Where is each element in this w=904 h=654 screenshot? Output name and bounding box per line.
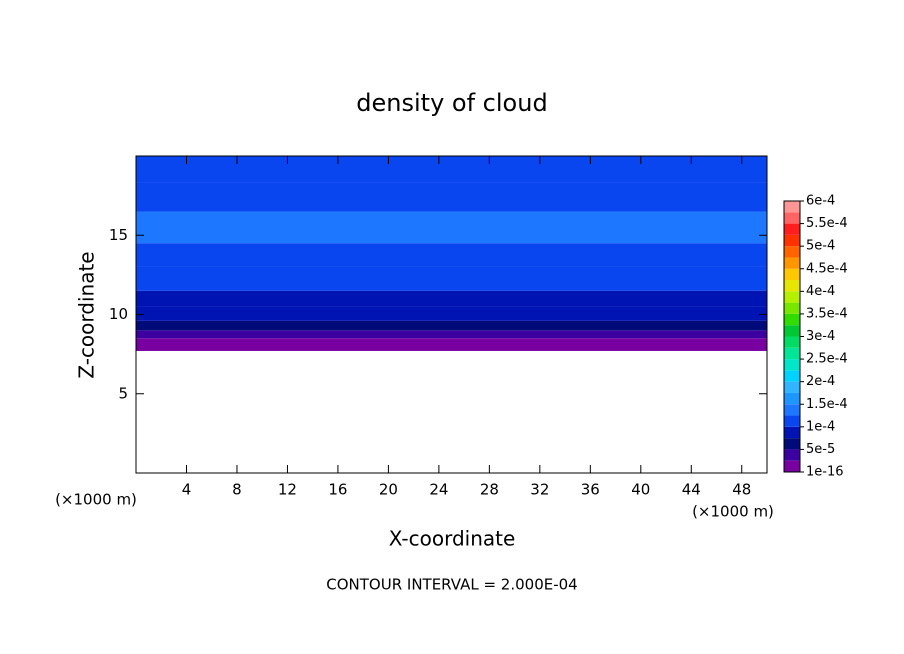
colorbar-swatch (784, 415, 800, 427)
contour-band (136, 243, 767, 267)
colorbar-swatch (784, 381, 800, 393)
contour-band (136, 306, 767, 321)
colorbar-swatch (784, 234, 800, 247)
colorbar-swatch (784, 392, 800, 405)
colorbar-swatch (784, 291, 800, 303)
contour-band (136, 266, 767, 291)
y-tick-label: 5 (118, 384, 128, 402)
colorbar-swatch (784, 268, 800, 281)
colorbar-label: 5.5e-4 (806, 216, 848, 231)
colorbar-swatch (784, 449, 800, 461)
colorbar-swatch (784, 438, 800, 450)
colorbar-label: 3.5e-4 (806, 306, 848, 321)
contour-band (136, 182, 767, 212)
colorbar-label: 1e-16 (806, 465, 844, 480)
colorbar-label: 1.5e-4 (806, 397, 848, 412)
x-unit: (×1000 m) (692, 503, 774, 521)
x-tick-label: 16 (328, 481, 347, 499)
colorbar-swatch (784, 246, 800, 258)
chart-title: density of cloud (356, 89, 547, 117)
colorbar-swatch (784, 313, 800, 326)
colorbar-swatch (784, 201, 800, 213)
colorbar-label: 4e-4 (806, 284, 835, 299)
colorbar-label: 5e-5 (806, 442, 835, 457)
colorbar-swatch (784, 359, 800, 371)
colorbar-label: 6e-4 (806, 194, 835, 209)
x-tick-label: 4 (182, 481, 192, 499)
colorbar-label: 2e-4 (806, 374, 835, 389)
contour-band (136, 320, 767, 331)
footer: CONTOUR INTERVAL = 2.000E-04 (326, 576, 577, 594)
colorbar-swatch (784, 223, 800, 235)
colorbar-swatch (784, 212, 800, 224)
x-tick-label: 20 (379, 481, 398, 499)
contour-band (136, 330, 767, 339)
colorbar-swatch (784, 460, 800, 472)
colorbar-label: 3e-4 (806, 329, 835, 344)
colorbar-swatch (784, 280, 800, 292)
x-tick-label: 40 (631, 481, 650, 499)
x-tick-label: 12 (278, 481, 297, 499)
colorbar-swatch (784, 404, 800, 416)
colorbar-swatch (784, 302, 800, 314)
y-tick-label: 10 (109, 305, 128, 323)
x-tick-label: 28 (480, 481, 499, 499)
x-tick-label: 8 (232, 481, 242, 499)
contour-band (136, 290, 767, 307)
colorbar-swatch (784, 370, 800, 382)
colorbar-swatch (784, 347, 800, 360)
x-tick-label: 36 (581, 481, 600, 499)
y-unit: (×1000 m) (55, 491, 137, 509)
colorbar-label: 2.5e-4 (806, 352, 848, 367)
colorbar-swatch (784, 426, 800, 439)
colorbar-swatch (784, 257, 800, 269)
x-tick-label: 44 (682, 481, 701, 499)
x-tick-label: 32 (530, 481, 549, 499)
x-tick-label: 24 (429, 481, 448, 499)
colorbar-label: 4.5e-4 (806, 261, 848, 276)
contour-band (136, 211, 767, 244)
x-axis-label: X-coordinate (389, 527, 516, 551)
colorbar-swatch (784, 325, 800, 337)
colorbar-swatch (784, 336, 800, 348)
x-tick-label: 48 (732, 481, 751, 499)
contour-band (136, 338, 767, 351)
colorbar-label: 5e-4 (806, 239, 835, 254)
y-tick-label: 15 (109, 226, 128, 244)
contour-band (136, 156, 767, 183)
colorbar-label: 1e-4 (806, 419, 835, 434)
y-axis-label: Z-coordinate (75, 251, 99, 378)
